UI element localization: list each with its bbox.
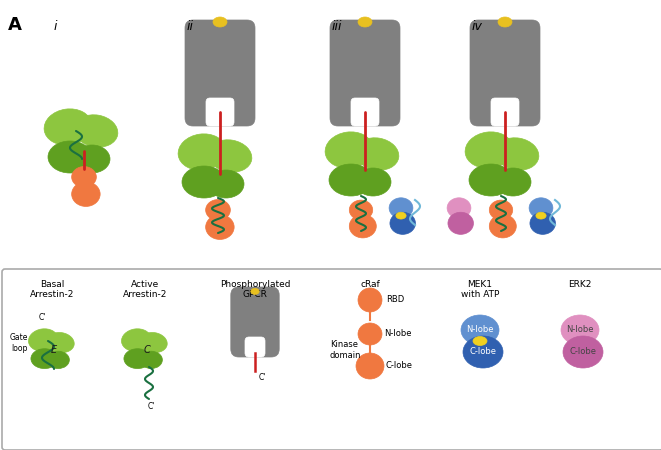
- Ellipse shape: [178, 134, 226, 170]
- Ellipse shape: [47, 351, 69, 369]
- Text: C-lobe: C-lobe: [570, 347, 596, 356]
- Text: C': C': [38, 312, 46, 321]
- Ellipse shape: [530, 212, 555, 234]
- Ellipse shape: [208, 140, 252, 172]
- FancyBboxPatch shape: [491, 98, 519, 126]
- Ellipse shape: [461, 315, 499, 345]
- Ellipse shape: [329, 164, 373, 196]
- Text: N-lobe: N-lobe: [466, 325, 494, 334]
- Ellipse shape: [447, 198, 471, 218]
- FancyBboxPatch shape: [245, 337, 265, 357]
- Text: N-lobe: N-lobe: [566, 325, 594, 334]
- Ellipse shape: [251, 288, 259, 294]
- Ellipse shape: [355, 168, 391, 196]
- FancyBboxPatch shape: [206, 98, 234, 126]
- Ellipse shape: [563, 336, 603, 368]
- Ellipse shape: [74, 115, 118, 147]
- Ellipse shape: [206, 199, 230, 220]
- Ellipse shape: [489, 215, 516, 238]
- Text: ERK2: ERK2: [568, 280, 592, 289]
- Ellipse shape: [356, 353, 384, 379]
- Ellipse shape: [208, 170, 244, 198]
- Text: Active
Arrestin-2: Active Arrestin-2: [123, 280, 167, 299]
- Text: iv: iv: [472, 20, 483, 33]
- Text: C-lobe: C-lobe: [469, 347, 496, 356]
- Ellipse shape: [536, 212, 546, 219]
- Text: Phosphorylated
GPCR: Phosphorylated GPCR: [219, 280, 290, 299]
- FancyBboxPatch shape: [330, 20, 400, 126]
- Ellipse shape: [28, 329, 58, 351]
- Ellipse shape: [358, 17, 372, 27]
- Ellipse shape: [71, 182, 100, 207]
- Ellipse shape: [529, 198, 553, 218]
- Ellipse shape: [390, 212, 416, 234]
- FancyBboxPatch shape: [231, 287, 279, 357]
- Ellipse shape: [469, 164, 513, 196]
- Text: ii: ii: [187, 20, 194, 33]
- Ellipse shape: [465, 132, 513, 168]
- Text: Basal
Arrestin-2: Basal Arrestin-2: [30, 280, 74, 299]
- Ellipse shape: [124, 349, 151, 369]
- Ellipse shape: [473, 337, 487, 346]
- Text: cRaf: cRaf: [360, 280, 380, 289]
- Text: C: C: [143, 345, 150, 355]
- Ellipse shape: [47, 333, 74, 352]
- Ellipse shape: [358, 288, 382, 312]
- Ellipse shape: [495, 168, 531, 196]
- Text: C-lobe: C-lobe: [386, 361, 413, 370]
- Ellipse shape: [325, 132, 373, 168]
- Ellipse shape: [448, 212, 473, 234]
- Text: C': C': [147, 402, 155, 411]
- Text: C': C': [259, 373, 266, 382]
- Text: MEK1
with ATP: MEK1 with ATP: [461, 280, 499, 299]
- Ellipse shape: [495, 138, 539, 170]
- FancyBboxPatch shape: [351, 98, 379, 126]
- Ellipse shape: [389, 198, 413, 218]
- Text: E: E: [51, 345, 57, 355]
- FancyBboxPatch shape: [470, 20, 540, 126]
- Ellipse shape: [71, 166, 97, 188]
- Ellipse shape: [489, 200, 513, 220]
- Ellipse shape: [48, 141, 92, 173]
- Ellipse shape: [140, 333, 167, 352]
- Ellipse shape: [358, 323, 382, 345]
- Ellipse shape: [31, 349, 58, 369]
- Text: Gate
loop: Gate loop: [10, 333, 28, 353]
- Ellipse shape: [355, 138, 399, 170]
- Ellipse shape: [396, 212, 406, 219]
- Text: RBD: RBD: [386, 296, 405, 305]
- Ellipse shape: [206, 215, 234, 239]
- Ellipse shape: [561, 315, 599, 345]
- Text: N-lobe: N-lobe: [384, 329, 412, 338]
- Ellipse shape: [463, 336, 503, 368]
- Ellipse shape: [140, 351, 163, 369]
- Ellipse shape: [44, 109, 92, 145]
- Text: Kinase
domain: Kinase domain: [330, 340, 362, 360]
- Text: iii: iii: [332, 20, 342, 33]
- Ellipse shape: [349, 215, 376, 238]
- Text: i: i: [54, 20, 58, 33]
- Ellipse shape: [349, 200, 373, 220]
- FancyBboxPatch shape: [185, 20, 255, 126]
- Text: A: A: [8, 16, 22, 34]
- Ellipse shape: [498, 17, 512, 27]
- Ellipse shape: [122, 329, 151, 351]
- Ellipse shape: [182, 166, 226, 198]
- Ellipse shape: [213, 17, 227, 27]
- Ellipse shape: [74, 145, 110, 173]
- FancyBboxPatch shape: [2, 269, 661, 450]
